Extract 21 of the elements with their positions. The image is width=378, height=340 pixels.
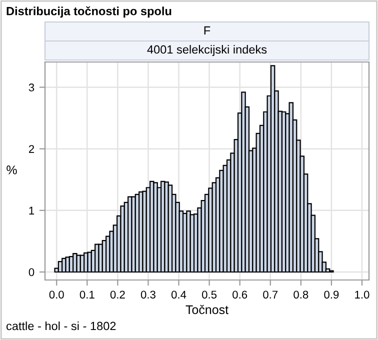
- x-tick-label: 0.6: [232, 290, 248, 299]
- x-tick-label: 0.8: [294, 290, 308, 299]
- x-axis-title: Točnost: [186, 304, 228, 314]
- y-tick-label: 3: [28, 84, 34, 92]
- chart-title: Distribucija točnosti po spolu: [6, 6, 172, 18]
- x-tick-label: 0.7: [263, 290, 278, 299]
- text: 4001 selekcijski indeks: [147, 45, 267, 56]
- x-tick-label: 0.3: [140, 290, 156, 299]
- x-tick-label: 0.1: [80, 290, 94, 299]
- y-tick-label: 2: [28, 145, 34, 153]
- x-tick-label: 0.4: [171, 290, 186, 299]
- x-tick-label: 0.2: [110, 290, 125, 299]
- x-tick-label: 0.0: [49, 290, 64, 299]
- x-tick-label: 0.9: [324, 290, 339, 299]
- text: cattle - hol - si - 1802: [6, 321, 116, 330]
- chart-subtitle: F: [204, 26, 210, 35]
- x-tick-label: 0.5: [202, 290, 217, 299]
- y-tick-label: 1: [29, 206, 34, 214]
- y-axis-title: %: [6, 166, 17, 174]
- x-tick-label: 1.0: [355, 290, 370, 299]
- y-tick-label: 0: [28, 268, 34, 276]
